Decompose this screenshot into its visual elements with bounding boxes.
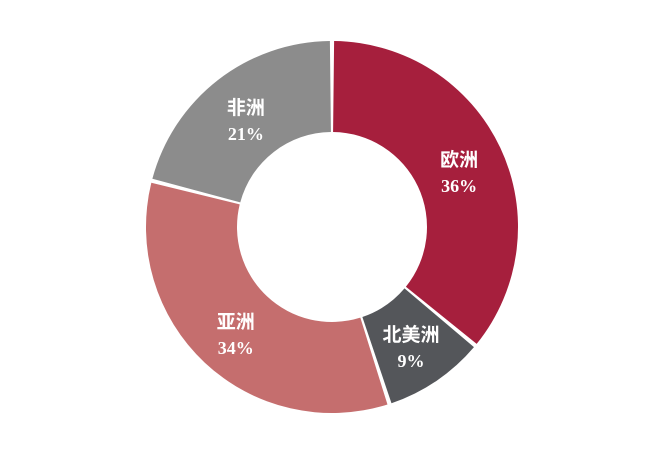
svg-text:9%: 9%	[398, 351, 425, 371]
svg-text:非洲: 非洲	[227, 93, 265, 120]
svg-text:36%: 36%	[441, 176, 477, 196]
svg-text:亚洲: 亚洲	[217, 307, 255, 334]
svg-text:34%: 34%	[218, 338, 254, 358]
svg-text:21%: 21%	[228, 124, 264, 144]
svg-text:北美洲: 北美洲	[382, 320, 439, 347]
svg-text:欧洲: 欧洲	[440, 145, 478, 172]
